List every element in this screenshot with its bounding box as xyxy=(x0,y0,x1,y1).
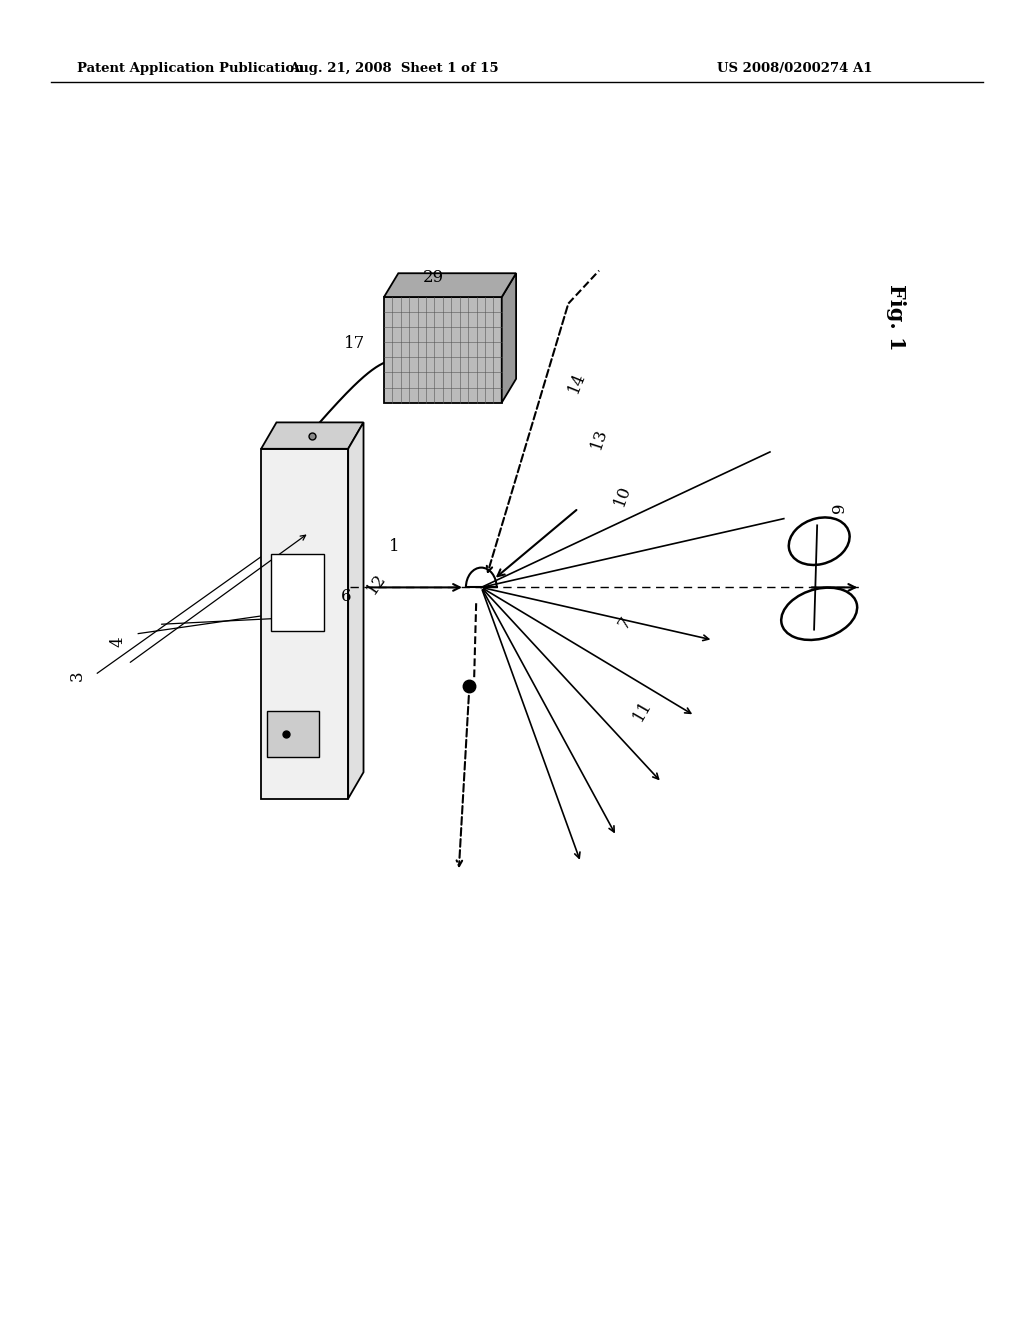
Polygon shape xyxy=(261,449,348,799)
Text: 3: 3 xyxy=(69,671,85,681)
Polygon shape xyxy=(502,273,516,403)
Text: US 2008/0200274 A1: US 2008/0200274 A1 xyxy=(717,62,872,75)
Polygon shape xyxy=(348,422,364,799)
Text: 17: 17 xyxy=(344,335,366,351)
Text: 6: 6 xyxy=(341,589,351,605)
Bar xyxy=(267,711,319,756)
Text: 9: 9 xyxy=(831,503,848,513)
Text: Fig. 1: Fig. 1 xyxy=(886,284,906,350)
Text: 1: 1 xyxy=(389,539,399,554)
Polygon shape xyxy=(261,422,364,449)
Text: 12: 12 xyxy=(364,570,390,597)
Text: 13: 13 xyxy=(588,425,610,451)
Text: 10: 10 xyxy=(611,482,634,508)
Text: 11: 11 xyxy=(630,697,654,723)
Text: Aug. 21, 2008  Sheet 1 of 15: Aug. 21, 2008 Sheet 1 of 15 xyxy=(290,62,499,75)
Text: 4: 4 xyxy=(110,636,126,647)
Text: 14: 14 xyxy=(564,370,589,396)
Text: 29: 29 xyxy=(423,269,443,285)
Bar xyxy=(271,554,324,631)
Text: 7: 7 xyxy=(614,614,635,632)
Polygon shape xyxy=(384,273,516,297)
Bar xyxy=(384,297,502,403)
Text: Patent Application Publication: Patent Application Publication xyxy=(77,62,303,75)
